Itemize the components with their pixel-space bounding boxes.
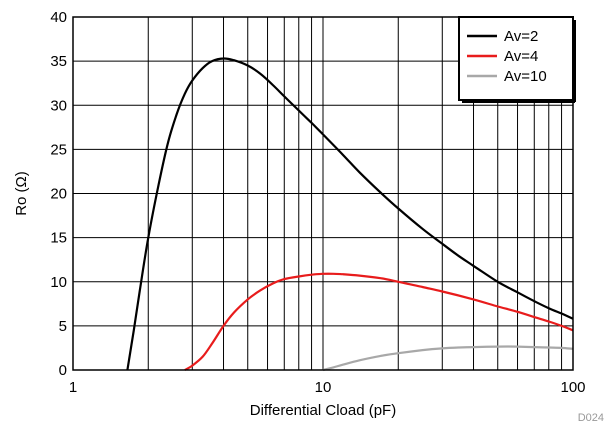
y-tick-label: 25	[50, 141, 67, 158]
series-line-3	[322, 345, 574, 372]
legend-label: Av=4	[504, 48, 538, 65]
y-axis-label: Ro (Ω)	[13, 171, 30, 216]
y-tick-label: 35	[50, 53, 67, 70]
y-tick-label: 40	[50, 9, 67, 26]
y-tick-label: 5	[59, 318, 67, 335]
y-tick-labels: 0 5 10 15 20 25 30 35 40	[50, 9, 67, 379]
y-tick-label: 0	[59, 362, 67, 379]
y-tick-label: 15	[50, 230, 67, 247]
series-line-2	[184, 272, 574, 371]
legend-label: Av=2	[504, 28, 538, 45]
legend-box	[458, 16, 574, 101]
x-tick-label: 1	[69, 379, 77, 396]
plot-frame	[72, 16, 574, 371]
x-tick-labels: 1 10 100	[69, 379, 586, 396]
y-tick-label: 30	[50, 97, 67, 114]
y-tick-label: 10	[50, 274, 67, 291]
legend: Av=2 Av=4 Av=10	[458, 16, 576, 103]
x-axis-label: Differential Cload (pF)	[250, 402, 396, 419]
series-line-1	[126, 57, 574, 371]
y-tick-label: 20	[50, 186, 67, 203]
x-tick-label: 100	[560, 379, 585, 396]
series-layer	[126, 57, 574, 372]
x-tick-label: 10	[315, 379, 332, 396]
figure-id: D024	[578, 412, 604, 423]
legend-label: Av=10	[504, 68, 547, 85]
